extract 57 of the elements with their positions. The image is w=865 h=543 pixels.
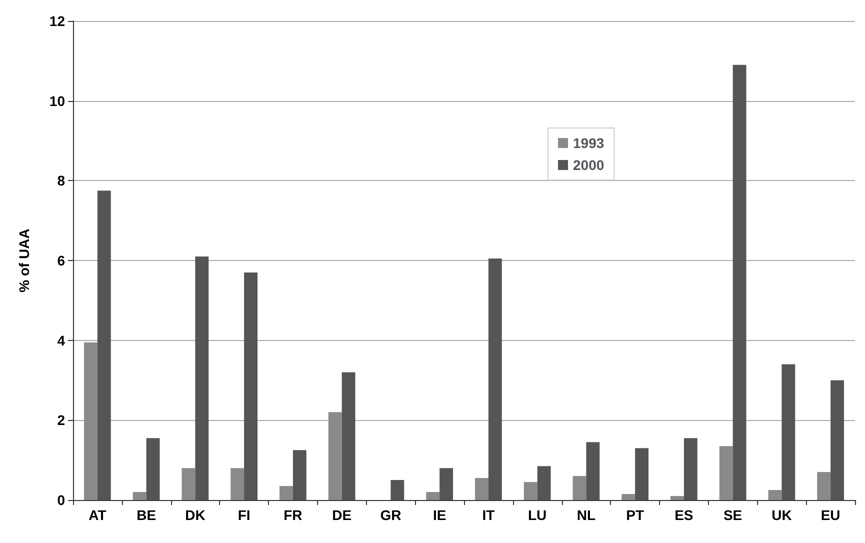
bar: [586, 442, 600, 500]
bar: [146, 438, 160, 500]
bar: [684, 438, 698, 500]
y-tick-label: 6: [57, 252, 66, 268]
bar: [292, 450, 306, 500]
y-tick-label: 12: [49, 13, 66, 29]
x-tick-label: DE: [332, 507, 352, 523]
bar: [328, 412, 342, 500]
x-tick-label: BE: [136, 507, 156, 523]
bar: [440, 468, 454, 500]
legend-label: 1993: [573, 135, 604, 151]
x-tick-label: AT: [88, 507, 107, 523]
bar: [817, 472, 831, 500]
y-axis-title: % of UAA: [16, 228, 32, 292]
x-tick-label: GR: [380, 507, 402, 523]
y-tick-label: 4: [57, 332, 66, 348]
y-tick-label: 10: [49, 92, 66, 109]
x-tick-label: NL: [576, 507, 596, 523]
bar: [830, 380, 844, 500]
legend-label: 2000: [573, 157, 604, 173]
bar: [342, 372, 356, 500]
x-tick-label: IE: [432, 507, 446, 523]
bar: [84, 342, 98, 500]
bar: [537, 466, 551, 500]
x-tick-label: PT: [626, 507, 644, 523]
x-tick-label: IT: [482, 507, 496, 523]
x-tick-label: SE: [723, 507, 742, 523]
bar: [782, 364, 796, 500]
bar: [635, 448, 649, 500]
bar: [488, 258, 502, 500]
bar: [768, 490, 782, 500]
bar: [230, 468, 244, 500]
bar: [622, 494, 636, 500]
y-tick-label: 0: [57, 492, 66, 508]
bar: [390, 480, 404, 500]
bar: [244, 272, 258, 500]
bar: [97, 190, 111, 500]
x-tick-label: FI: [238, 507, 250, 523]
x-tick-label: EU: [820, 507, 840, 523]
y-tick-label: 2: [57, 412, 66, 428]
bar: [132, 492, 146, 500]
bar: [474, 478, 488, 500]
y-tick-label: 8: [57, 172, 66, 189]
bar: [732, 64, 746, 500]
x-tick-label: DK: [185, 507, 206, 523]
bar: [524, 482, 538, 500]
bar: [195, 256, 209, 500]
x-tick-label: UK: [772, 507, 792, 523]
x-tick-label: FR: [284, 507, 302, 523]
bar: [719, 446, 733, 500]
bar: [182, 468, 196, 500]
bar: [426, 492, 440, 500]
bar: [670, 496, 684, 500]
bar: [279, 486, 293, 500]
x-tick-label: LU: [528, 507, 547, 523]
bar: [572, 476, 586, 500]
x-tick-label: ES: [674, 507, 694, 523]
